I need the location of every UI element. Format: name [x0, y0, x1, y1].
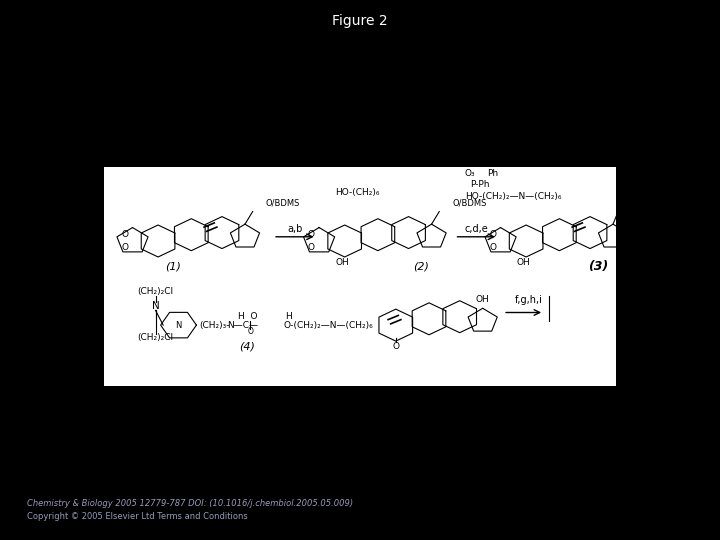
Text: O/BDMS: O/BDMS [452, 199, 487, 208]
Text: (4): (4) [240, 341, 256, 351]
Text: P-Ph: P-Ph [470, 180, 490, 188]
Text: Figure 2: Figure 2 [332, 14, 388, 28]
Text: O: O [392, 342, 400, 350]
Text: O: O [122, 243, 128, 252]
Text: HO-(CH₂)₆: HO-(CH₂)₆ [336, 188, 379, 197]
Text: O-(CH₂)₂—N—(CH₂)₆: O-(CH₂)₂—N—(CH₂)₆ [284, 321, 373, 329]
Text: O/BDMS: O/BDMS [266, 199, 300, 208]
Text: O₃: O₃ [464, 169, 475, 178]
Text: N: N [152, 301, 159, 311]
Text: (CH₂)₂Cl: (CH₂)₂Cl [138, 333, 174, 342]
Text: OH: OH [517, 258, 531, 267]
Text: O: O [308, 243, 315, 252]
Text: c,d,e: c,d,e [464, 224, 488, 234]
Text: OH: OH [336, 258, 349, 267]
Text: (1): (1) [166, 261, 181, 271]
Text: Chemistry & Biology 2005 12779-787 DOI: (10.1016/j.chembiol.2005.05.009): Chemistry & Biology 2005 12779-787 DOI: … [27, 498, 354, 508]
Text: OH: OH [476, 295, 490, 305]
Text: O: O [490, 243, 496, 252]
Text: H  O: H O [238, 312, 257, 321]
Text: O/BDMS: O/BDMS [618, 199, 652, 208]
Text: a,b: a,b [287, 224, 302, 234]
Text: O: O [122, 230, 128, 239]
Text: (CH₂)₂Cl: (CH₂)₂Cl [138, 287, 174, 296]
Text: (CH₂)₃-: (CH₂)₃- [199, 321, 230, 329]
Text: N—C—: N—C— [227, 321, 258, 329]
Text: O: O [308, 230, 315, 239]
Text: Ph: Ph [487, 169, 498, 178]
Text: HO-(CH₂)₂—N—(CH₂)₆: HO-(CH₂)₂—N—(CH₂)₆ [465, 192, 562, 201]
Text: O: O [490, 230, 496, 239]
Text: Copyright © 2005 Elsevier Ltd Terms and Conditions: Copyright © 2005 Elsevier Ltd Terms and … [27, 511, 248, 521]
Text: (2): (2) [413, 261, 429, 271]
Text: (3): (3) [588, 260, 608, 273]
Text: f,g,h,i: f,g,h,i [515, 295, 543, 305]
Text: O: O [247, 327, 253, 336]
Text: H: H [285, 312, 292, 321]
Text: N: N [176, 321, 181, 329]
